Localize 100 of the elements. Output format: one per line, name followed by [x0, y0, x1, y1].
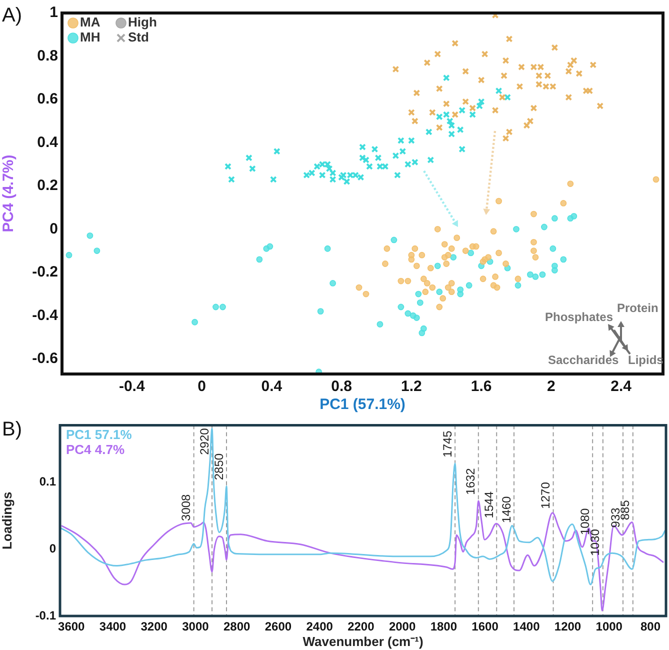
point: [270, 176, 277, 183]
legend-label: High: [128, 14, 157, 30]
point: [356, 284, 362, 291]
point: [544, 72, 552, 80]
ref-line-label: 3008: [179, 494, 194, 521]
point: [413, 90, 420, 96]
y-tick-label: 0.1: [39, 474, 56, 488]
point: [565, 94, 572, 101]
point: [434, 50, 442, 58]
point: [436, 304, 443, 310]
point: [541, 224, 548, 230]
point: [434, 226, 441, 232]
point: [560, 200, 567, 206]
point: [418, 252, 426, 258]
point: [518, 64, 525, 71]
point: [567, 180, 574, 187]
ref-line-label: 1270: [538, 482, 553, 509]
point: [496, 250, 502, 256]
point: [245, 154, 252, 162]
point: [434, 262, 441, 270]
point: [416, 299, 424, 306]
point: [376, 163, 384, 170]
point: [502, 260, 509, 267]
point: [530, 238, 537, 246]
x-tick-label: 2200: [348, 620, 375, 634]
point: [551, 44, 558, 52]
ref-line-label: 1544: [482, 491, 496, 518]
point: [500, 72, 508, 80]
point: [392, 66, 400, 73]
point: [448, 288, 455, 296]
point: [412, 245, 418, 252]
x-tick-label: 1.2: [400, 378, 422, 396]
point: [458, 106, 466, 114]
point: [570, 212, 578, 220]
point: [94, 248, 100, 254]
point: [357, 174, 364, 181]
ref-line-label: 1745: [440, 430, 454, 458]
line-series: [60, 428, 666, 586]
point: [551, 267, 558, 274]
x-tick-label: 0.4: [261, 378, 283, 396]
point: [66, 252, 72, 258]
x-axis-title: PC1 (57.1%): [320, 396, 406, 414]
point: [418, 330, 426, 336]
chart-title: B): [2, 418, 22, 441]
y-axis-title: Loadings: [0, 492, 14, 550]
point: [462, 248, 469, 254]
point: [582, 87, 590, 94]
point: [442, 74, 450, 82]
x-tick-label: 800: [640, 620, 661, 634]
point: [462, 68, 470, 75]
point: [530, 64, 538, 71]
annotation: Protein: [617, 301, 658, 315]
point: [532, 254, 539, 260]
point: [371, 146, 378, 153]
point: [324, 245, 331, 252]
point: [303, 172, 310, 179]
y-tick-label: -0.1: [35, 608, 56, 622]
x-tick-label: 2400: [306, 620, 334, 634]
point: [490, 228, 497, 235]
y-tick-label: 0: [49, 541, 56, 556]
point: [502, 57, 510, 64]
point: [444, 284, 452, 291]
point: [425, 128, 432, 136]
point: [542, 83, 550, 90]
point: [514, 276, 522, 282]
point: [429, 284, 436, 291]
x-tick-label: 1000: [596, 620, 623, 634]
y-tick-label: 0.2: [37, 177, 58, 194]
point: [359, 144, 366, 150]
point: [443, 260, 450, 267]
point: [404, 278, 412, 284]
point: [530, 104, 538, 112]
ref-line-label: 2920: [197, 428, 212, 455]
point: [427, 156, 434, 164]
point: [469, 243, 476, 250]
y-tick-label: 0.8: [37, 47, 58, 64]
point: [382, 163, 389, 170]
ref-line-label: 885: [618, 500, 632, 520]
point: [415, 290, 422, 298]
point: [506, 35, 513, 42]
point: [376, 321, 384, 328]
point: [362, 290, 370, 298]
point: [404, 160, 412, 168]
y-tick-label: 0: [50, 220, 58, 238]
point: [652, 176, 660, 183]
point: [436, 85, 443, 92]
point: [526, 118, 534, 125]
text: PC4 4.7%: [66, 442, 125, 457]
x-tick-label: 1400: [513, 620, 540, 634]
x-tick-label: 2600: [264, 620, 292, 634]
point: [399, 148, 406, 155]
point: [404, 310, 412, 317]
point: [397, 137, 404, 144]
point: [590, 61, 597, 68]
ref-line-label: 1460: [499, 496, 514, 523]
point: [480, 276, 486, 282]
point: [452, 40, 459, 47]
point: [530, 210, 537, 218]
point: [86, 232, 94, 239]
point: [440, 295, 446, 302]
